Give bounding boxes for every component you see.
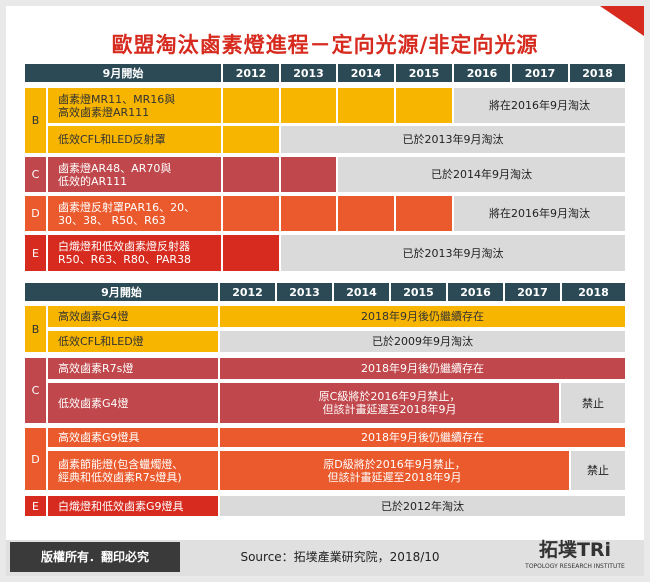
row-label: 高效鹵素G4燈: [47, 305, 219, 328]
group-letter: C: [24, 357, 47, 424]
row-label: 低效CFL和LED燈: [47, 330, 219, 353]
status: 已於2013年9月淘汰: [280, 234, 626, 272]
status: 原D級將於2016年9月禁止， 但該計畫延遲至2018年9月: [219, 450, 570, 491]
column-header: 9月開始: [24, 282, 219, 302]
logo-subtitle: TOPOLOGY RESEARCH INSTITUTE: [525, 562, 625, 570]
column-header: 2017: [504, 282, 561, 302]
column-header: 2016: [453, 63, 511, 83]
row-label: 鹵素燈反射罩PAR16、20、 30、38、 R50、R63: [47, 195, 222, 232]
timeline-cell: [280, 156, 337, 193]
column-header: 2015: [395, 63, 453, 83]
row-label: 高效鹵素R7s燈: [47, 357, 219, 380]
status: 原C級將於2016年9月禁止， 但該計畫延遲至2018年9月: [219, 382, 560, 424]
column-header: 2012: [219, 282, 276, 302]
status-end: 禁止: [560, 382, 626, 424]
group-letter: D: [24, 427, 47, 491]
status: 2018年9月後仍繼續存在: [219, 305, 626, 328]
title: 歐盟淘汰鹵素燈進程－定向光源/非定向光源: [111, 32, 539, 57]
timeline-cell: [222, 125, 280, 154]
column-header: 2015: [390, 282, 447, 302]
column-header: 2016: [447, 282, 504, 302]
status: 將在2016年9月淘汰: [453, 87, 626, 124]
column-header: 2013: [276, 282, 333, 302]
group-letter: E: [24, 234, 47, 272]
group-letter: E: [24, 495, 47, 517]
timeline-cell: [222, 156, 280, 193]
status: 已於2013年9月淘汰: [280, 125, 626, 154]
status: 已於2014年9月淘汰: [337, 156, 626, 193]
column-header: 2012: [222, 63, 280, 83]
row-label: 鹵素燈MR11、MR16與 高效鹵素燈AR111: [47, 87, 222, 124]
status: 已於2012年淘汰: [219, 495, 626, 517]
status: 2018年9月後仍繼續存在: [219, 357, 626, 380]
status: 將在2016年9月淘汰: [453, 195, 626, 232]
timeline-cell: [337, 87, 395, 124]
status: 已於2009年9月淘汰: [219, 330, 626, 353]
row-label: 白熾燈和低效鹵素燈反射器 R50、R63、R80、PAR38: [47, 234, 222, 272]
status-end: 禁止: [570, 450, 626, 491]
row-label: 白熾燈和低效鹵素G9燈具: [47, 495, 219, 517]
timeline-cell: [280, 195, 337, 232]
timeline-cell: [222, 87, 280, 124]
timeline-cell: [280, 87, 337, 124]
group-letter: C: [24, 156, 47, 193]
column-header: 2018: [569, 63, 626, 83]
column-header: 2013: [280, 63, 337, 83]
row-label: 高效鹵素G9燈具: [47, 427, 219, 448]
timeline-cell: [395, 87, 453, 124]
column-header: 2018: [561, 282, 626, 302]
status: 2018年9月後仍繼續存在: [219, 427, 626, 448]
group-letter: B: [24, 87, 47, 154]
column-header: 9月開始: [24, 63, 222, 83]
column-header: 2014: [333, 282, 390, 302]
corner: [600, 6, 644, 36]
logo: 拓墣TRi: [538, 538, 612, 561]
row-label: 低效鹵素G4燈: [47, 382, 219, 424]
copyright: 版權所有．翻印必究: [10, 542, 180, 572]
column-header: 2017: [511, 63, 569, 83]
row-label: 鹵素節能燈(包含蠟燭燈、 經典和低效鹵素R7s燈具): [47, 450, 219, 491]
timeline-cell: [222, 234, 280, 272]
timeline-cell: [395, 195, 453, 232]
column-header: 2014: [337, 63, 395, 83]
timeline-cell: [222, 195, 280, 232]
timeline-cell: [337, 195, 395, 232]
row-label: 低效CFL和LED反射罩: [47, 125, 222, 154]
row-label: 鹵素燈AR48、AR70與 低效的AR111: [47, 156, 222, 193]
group-letter: B: [24, 305, 47, 353]
group-letter: D: [24, 195, 47, 232]
source: Source：拓墣產業研究院，2018/10: [240, 549, 440, 564]
